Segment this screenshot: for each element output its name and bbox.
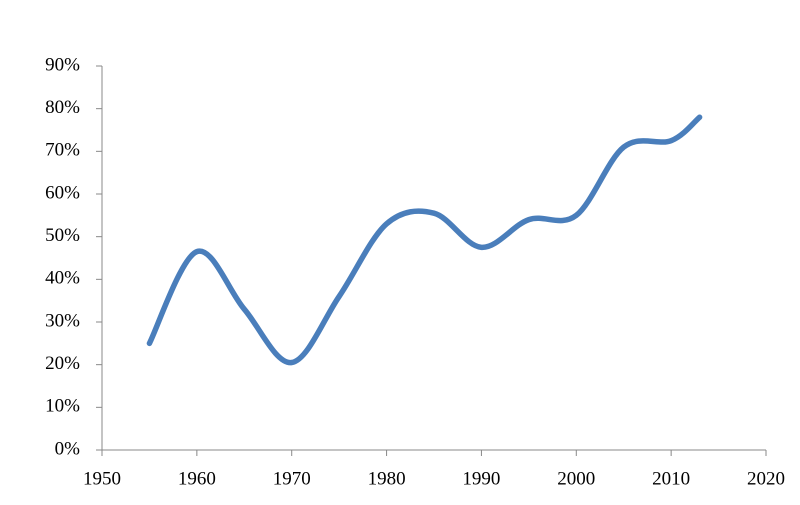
y-tick-label: 80%: [45, 97, 80, 118]
y-tick-label: 50%: [45, 225, 80, 246]
y-tick-label: 30%: [45, 310, 80, 331]
data-line: [146, 114, 703, 366]
x-tick-label: 2000: [557, 468, 595, 489]
y-tick-label: 70%: [45, 140, 80, 161]
y-tick-label: 90%: [45, 54, 80, 75]
x-tick-label: 1980: [368, 468, 406, 489]
y-tick-label: 40%: [45, 268, 80, 289]
x-tick-label: 2010: [652, 468, 690, 489]
x-tick-label: 1960: [178, 468, 216, 489]
x-tick-label: 2020: [747, 468, 785, 489]
x-tick-label: 1950: [83, 468, 121, 489]
y-tick-label: 0%: [55, 438, 81, 459]
x-tick-label: 1990: [462, 468, 500, 489]
x-tick-label: 1970: [273, 468, 311, 489]
y-tick-label: 60%: [45, 182, 80, 203]
y-tick-label: 10%: [45, 396, 80, 417]
y-tick-label: 20%: [45, 353, 80, 374]
